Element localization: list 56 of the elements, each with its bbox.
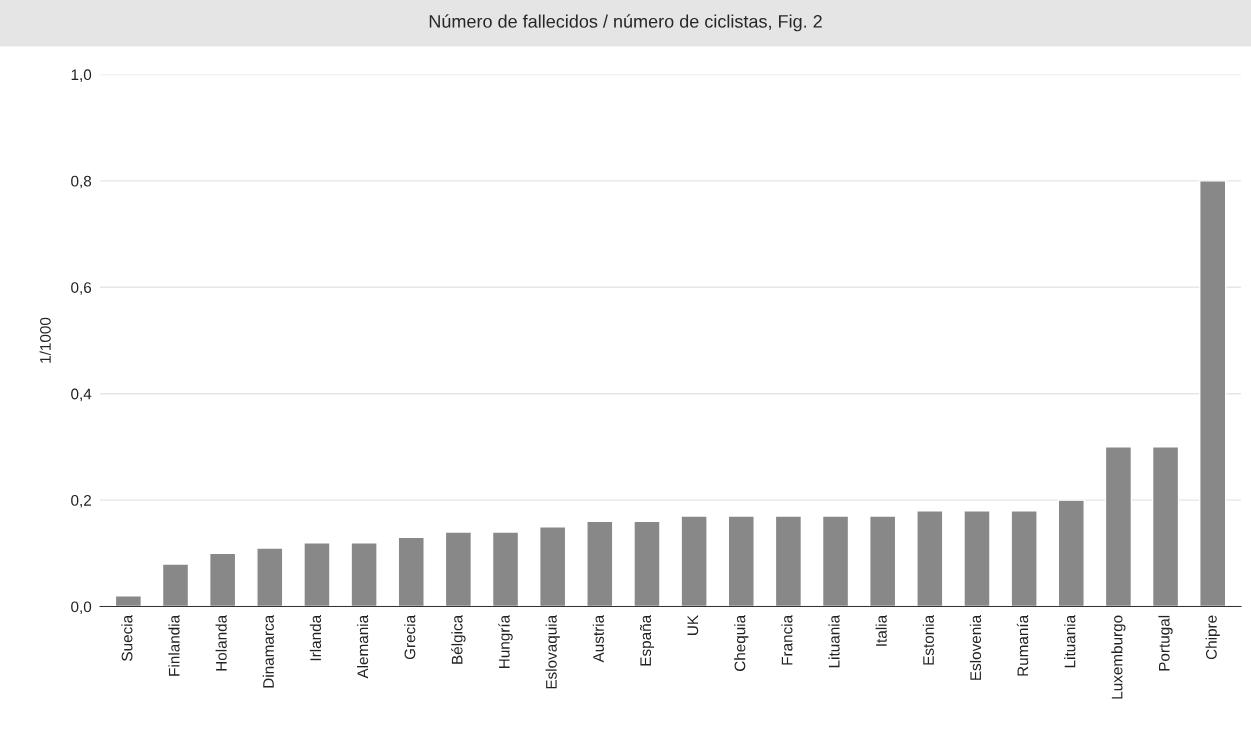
bar	[256, 547, 284, 607]
bar	[680, 515, 708, 607]
bar	[1057, 499, 1085, 607]
x-tick-label: Lituania	[1064, 614, 1076, 668]
x-tick-label: Rumanía	[1016, 614, 1029, 676]
bar	[491, 531, 520, 607]
x-tick-label: Chipre	[1205, 615, 1220, 660]
x-tick-label: Lituania	[828, 614, 840, 668]
x-tick-label: Estonia	[922, 614, 934, 665]
x-tick-label: Suecia	[121, 614, 133, 661]
x-tick-label: Portugal	[1158, 615, 1173, 671]
x-tick-label: España	[639, 614, 655, 666]
y-tick-label: 0,6	[71, 282, 92, 295]
x-tick-label: Luxemburgo	[1111, 615, 1126, 699]
x-tick-label: Chequia	[734, 614, 749, 672]
x-tick-label: Finlandia	[168, 614, 180, 676]
y-tick-label: 0,8	[71, 175, 92, 189]
x-tick-label: Italia	[875, 614, 887, 646]
bar	[633, 520, 661, 607]
y-tick-label: 1,0	[71, 69, 92, 82]
x-tick-label: Eslovenia	[969, 614, 982, 680]
bar	[350, 542, 378, 607]
bar	[114, 595, 143, 607]
bar	[1010, 510, 1038, 607]
x-tick-label: Hungría	[498, 614, 513, 668]
bar	[208, 552, 237, 607]
bar	[1104, 446, 1133, 607]
x-tick-label: Bélgica	[451, 614, 466, 664]
x-tick-label: Dinamarca	[262, 614, 274, 688]
bar	[821, 515, 850, 607]
y-tick-label: 0,4	[71, 388, 92, 402]
x-tick-label: Irlanda	[309, 614, 322, 661]
x-tick-label: Austria	[592, 614, 604, 663]
bar	[1151, 446, 1180, 607]
bar	[586, 520, 614, 607]
bar	[774, 515, 803, 607]
bar	[1199, 180, 1227, 607]
y-tick-label: 0,2	[71, 495, 91, 508]
bar	[539, 526, 567, 607]
x-tick-label: Francia	[781, 614, 793, 665]
bar	[916, 510, 944, 607]
y-tick-label: 0,0	[71, 601, 92, 615]
x-tick-label: Eslovaquia	[545, 614, 560, 689]
y-axis-title: 1/1000	[39, 317, 51, 363]
bar	[397, 536, 425, 607]
bar	[727, 515, 755, 607]
bar	[963, 510, 991, 607]
x-tick-label: Grecia	[404, 614, 416, 660]
x-tick-label: UK	[687, 615, 699, 635]
x-tick-label: Alemania	[356, 614, 369, 679]
bar	[161, 563, 190, 607]
bar	[303, 542, 331, 607]
chart-title: Número de fallecidos / número de ciclistas, Fig. 2	[429, 14, 822, 32]
x-tick-label: Holanda	[215, 614, 227, 671]
bar	[869, 515, 897, 607]
bar	[444, 531, 473, 607]
